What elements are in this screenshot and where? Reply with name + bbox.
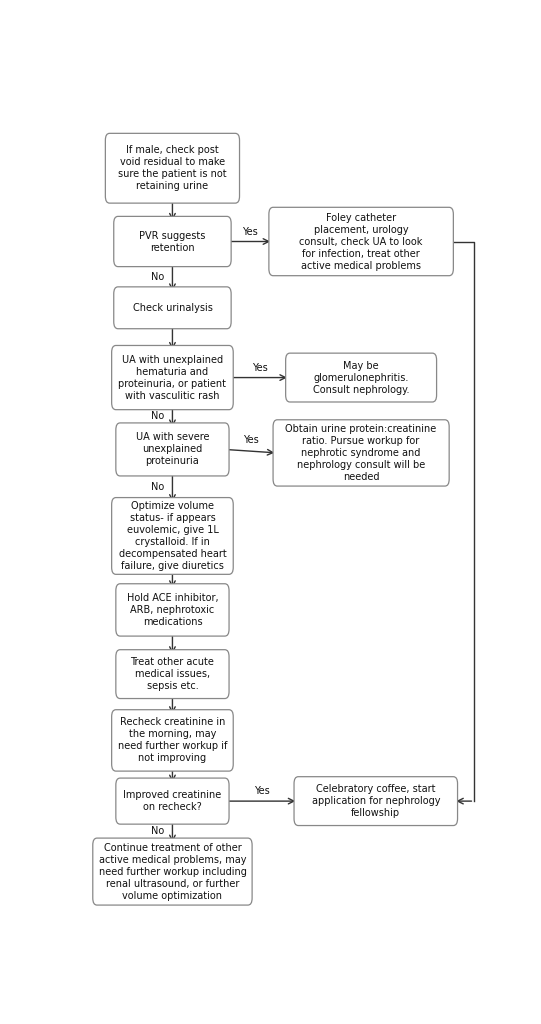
Text: Check urinalysis: Check urinalysis: [133, 303, 213, 312]
FancyBboxPatch shape: [286, 353, 437, 402]
Text: UA with unexplained
hematuria and
proteinuria, or patient
with vasculitic rash: UA with unexplained hematuria and protei…: [118, 354, 227, 400]
Text: UA with severe
unexplained
proteinuria: UA with severe unexplained proteinuria: [136, 432, 209, 467]
FancyBboxPatch shape: [111, 498, 233, 574]
Text: Foley catheter
placement, urology
consult, check UA to look
for infection, treat: Foley catheter placement, urology consul…: [299, 213, 423, 270]
Text: Yes: Yes: [243, 434, 259, 444]
FancyBboxPatch shape: [111, 710, 233, 771]
Text: PVR suggests
retention: PVR suggests retention: [139, 230, 206, 253]
Text: No: No: [151, 271, 164, 282]
Text: May be
glomerulonephritis.
Consult nephrology.: May be glomerulonephritis. Consult nephr…: [313, 360, 410, 394]
Text: Celebratory coffee, start
application for nephrology
fellowship: Celebratory coffee, start application fo…: [312, 784, 440, 818]
Text: Obtain urine protein:creatinine
ratio. Pursue workup for
nephrotic syndrome and
: Obtain urine protein:creatinine ratio. P…: [286, 424, 437, 482]
FancyBboxPatch shape: [116, 584, 229, 636]
FancyBboxPatch shape: [105, 133, 240, 203]
Text: Recheck creatinine in
the morning, may
need further workup if
not improving: Recheck creatinine in the morning, may n…: [118, 718, 227, 764]
Text: Yes: Yes: [254, 786, 269, 797]
FancyBboxPatch shape: [116, 778, 229, 824]
Text: No: No: [151, 826, 164, 837]
Text: Continue treatment of other
active medical problems, may
need further workup inc: Continue treatment of other active medic…: [98, 843, 246, 900]
FancyBboxPatch shape: [294, 776, 458, 825]
FancyBboxPatch shape: [111, 345, 233, 410]
FancyBboxPatch shape: [273, 420, 449, 486]
Text: Yes: Yes: [252, 362, 267, 373]
FancyBboxPatch shape: [114, 216, 231, 266]
FancyBboxPatch shape: [116, 423, 229, 476]
Text: No: No: [151, 412, 164, 421]
Text: No: No: [151, 481, 164, 492]
Text: Hold ACE inhibitor,
ARB, nephrotoxic
medications: Hold ACE inhibitor, ARB, nephrotoxic med…: [127, 593, 218, 627]
FancyBboxPatch shape: [114, 287, 231, 329]
FancyBboxPatch shape: [93, 838, 252, 905]
FancyBboxPatch shape: [116, 649, 229, 698]
Text: Treat other acute
medical issues,
sepsis etc.: Treat other acute medical issues, sepsis…: [130, 657, 214, 691]
Text: Yes: Yes: [242, 226, 258, 237]
FancyBboxPatch shape: [269, 207, 453, 275]
Text: Optimize volume
status- if appears
euvolemic, give 1L
crystalloid. If in
decompe: Optimize volume status- if appears euvol…: [118, 501, 226, 571]
Text: If male, check post
void residual to make
sure the patient is not
retaining urin: If male, check post void residual to mak…: [118, 145, 227, 191]
Text: Improved creatinine
on recheck?: Improved creatinine on recheck?: [123, 791, 222, 812]
